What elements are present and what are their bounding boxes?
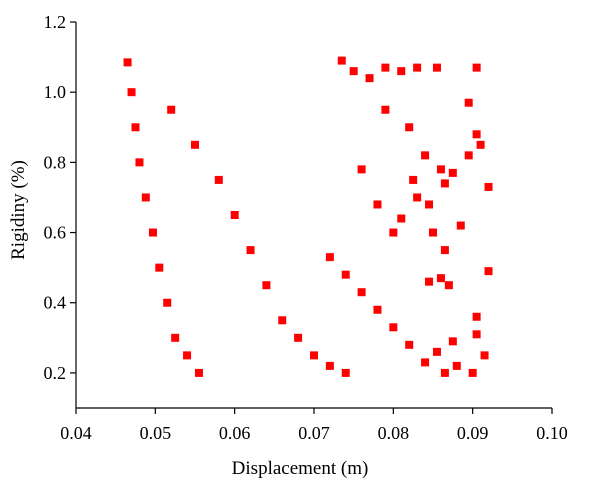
scatter-point: [472, 130, 481, 139]
y-tick-label: 0.6: [44, 223, 67, 243]
y-tick-label: 0.4: [44, 293, 67, 313]
scatter-point: [405, 123, 414, 132]
scatter-point: [381, 63, 390, 72]
scatter-point: [456, 221, 465, 230]
scatter-point: [389, 323, 398, 332]
scatter-point: [357, 288, 366, 297]
scatter-point: [167, 105, 176, 114]
scatter-point: [135, 158, 144, 167]
scatter-point: [214, 175, 223, 184]
scatter-point: [440, 368, 449, 377]
scatter-point: [436, 274, 445, 283]
scatter-point: [131, 123, 140, 132]
scatter-point: [472, 330, 481, 339]
y-axis-title: Rigidiny (%): [8, 160, 29, 260]
scatter-point: [389, 228, 398, 237]
scatter-point: [464, 98, 473, 107]
x-tick-label: 0.05: [140, 423, 172, 443]
scatter-point: [472, 63, 481, 72]
scatter-point: [155, 263, 164, 272]
scatter-point: [246, 246, 255, 255]
scatter-point: [191, 140, 199, 149]
scatter-point: [397, 67, 406, 76]
scatter-point: [148, 228, 157, 237]
scatter-point: [440, 246, 449, 255]
scatter-point: [337, 56, 346, 65]
scatter-point: [310, 351, 318, 360]
scatter-point: [325, 361, 334, 370]
scatter-point: [294, 333, 303, 342]
scatter-point: [421, 151, 430, 160]
y-axis-ticks: 0.2 0.4 0.6 0.8 1.0 1.2: [44, 12, 76, 383]
scatter-point: [425, 200, 434, 209]
scatter-point: [464, 151, 473, 160]
scatter-point: [484, 182, 493, 191]
scatter-point: [341, 270, 350, 279]
scatter-point: [341, 368, 350, 377]
x-tick-label: 0.06: [219, 423, 251, 443]
x-tick-label: 0.07: [298, 423, 330, 443]
scatter-point: [425, 277, 434, 286]
x-tick-label: 0.10: [536, 423, 568, 443]
y-tick-label: 0.2: [44, 363, 67, 383]
scatter-point: [448, 168, 457, 177]
scatter-point: [349, 67, 358, 76]
y-tick-label: 1.0: [44, 82, 67, 102]
scatter-point: [476, 140, 485, 149]
scatter-point: [230, 211, 239, 219]
scatter-point: [468, 368, 477, 377]
x-tick-label: 0.04: [60, 423, 92, 443]
scatter-point: [436, 165, 445, 174]
y-tick-label: 1.2: [44, 12, 67, 32]
scatter-point: [413, 63, 422, 72]
y-tick-label: 0.8: [44, 152, 67, 172]
scatter-point: [405, 340, 414, 349]
scatter-point: [421, 358, 430, 367]
scatter-point: [365, 74, 374, 83]
x-axis-ticks: 0.04 0.05 0.06 0.07 0.08 0.09 0.10: [60, 408, 568, 443]
scatter-point: [409, 175, 418, 184]
scatter-point: [452, 361, 461, 370]
scatter-point: [123, 58, 132, 67]
scatter-point: [141, 193, 150, 202]
scatter-points: [123, 56, 493, 377]
scatter-point: [357, 165, 366, 174]
scatter-point: [397, 214, 406, 223]
scatter-point: [262, 281, 271, 290]
scatter-point: [432, 63, 441, 72]
scatter-point: [432, 347, 441, 356]
x-tick-label: 0.08: [378, 423, 410, 443]
scatter-point: [480, 351, 489, 360]
scatter-point: [278, 316, 287, 325]
scatter-point: [127, 88, 136, 97]
scatter-point: [484, 267, 493, 276]
scatter-point: [194, 368, 203, 377]
scatter-point: [381, 105, 390, 114]
x-tick-label: 0.09: [457, 423, 489, 443]
scatter-point: [325, 253, 334, 262]
scatter-point: [440, 179, 449, 188]
scatter-point: [373, 305, 382, 314]
scatter-point: [171, 333, 180, 342]
scatter-point: [413, 193, 422, 202]
scatter-point: [429, 228, 437, 237]
scatter-point: [183, 351, 192, 360]
scatter-point: [448, 337, 457, 346]
x-axis-title: Displacement (m): [232, 458, 369, 479]
scatter-point: [472, 312, 481, 321]
scatter-point: [444, 281, 453, 290]
scatter-point: [373, 200, 382, 209]
scatter-point: [163, 298, 172, 307]
